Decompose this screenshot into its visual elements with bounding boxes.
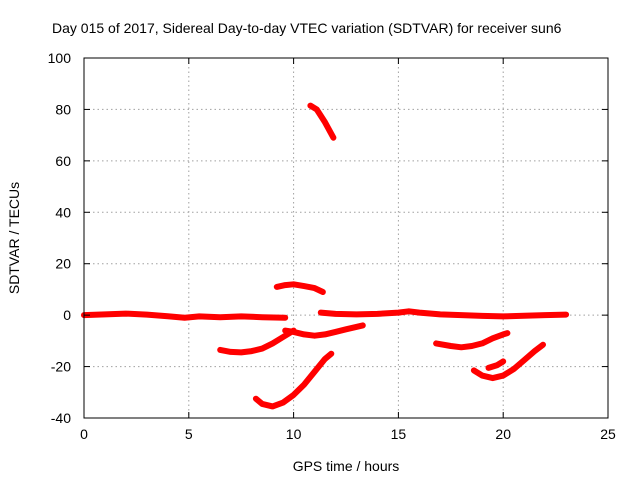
series-arc-1 <box>81 310 289 321</box>
series-arc-5 <box>282 322 366 339</box>
series-arc-6 <box>217 327 297 356</box>
axis-ticks: 0 5 10 15 20 25 -40 -20 0 20 40 60 80 100 <box>48 50 616 442</box>
x-tick-label: 10 <box>286 426 302 442</box>
x-tick-label: 20 <box>495 426 511 442</box>
series-arc-4 <box>273 281 326 295</box>
y-tick-label: 0 <box>63 307 71 323</box>
y-tick-label: -20 <box>51 359 71 375</box>
y-tick-label: 100 <box>48 50 72 66</box>
series-arc-7 <box>252 350 335 410</box>
y-axis-label: SDTVAR / TECUs <box>6 182 22 294</box>
y-tick-label: 20 <box>55 256 71 272</box>
y-tick-label: 60 <box>55 153 71 169</box>
x-axis-label: GPS time / hours <box>293 458 400 474</box>
grid <box>84 58 608 418</box>
plot-frame <box>83 57 609 419</box>
y-tick-label: 80 <box>55 101 71 117</box>
y-tick-label: -40 <box>51 410 71 426</box>
series-arc-8 <box>433 330 511 351</box>
series-arc-3 <box>307 102 337 141</box>
series-arc-2 <box>317 308 570 320</box>
series-layer <box>81 102 570 410</box>
x-tick-label: 5 <box>185 426 193 442</box>
series-arc-10 <box>485 358 507 371</box>
x-tick-label: 0 <box>80 426 88 442</box>
x-tick-label: 25 <box>600 426 616 442</box>
y-tick-label: 40 <box>55 204 71 220</box>
x-tick-label: 15 <box>391 426 407 442</box>
series-arc-9 <box>470 341 546 382</box>
chart-title: Day 015 of 2017, Sidereal Day-to-day VTE… <box>52 20 562 36</box>
